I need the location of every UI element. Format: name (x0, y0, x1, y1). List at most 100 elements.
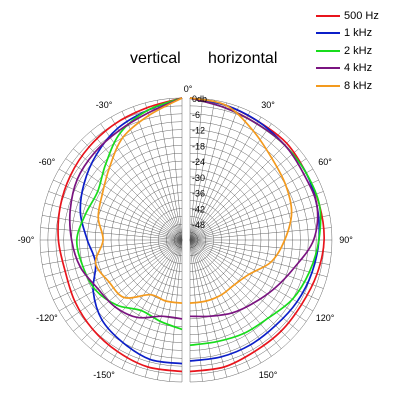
grid-spoke (90, 131, 183, 241)
legend-item: 500 Hz (316, 7, 379, 25)
series-4-khz-horizontal (189, 97, 319, 318)
grid-spoke (42, 239, 183, 265)
angle-tick-label: 150° (259, 370, 278, 380)
grid-spoke (81, 139, 183, 241)
grid-spoke (189, 227, 332, 241)
horizontal-panel-title: horizontal (208, 50, 278, 67)
r-tick-label: -42 (192, 204, 205, 214)
grid-spoke (189, 239, 203, 382)
legend-label: 8 kHz (344, 79, 373, 92)
grid-spoke (189, 203, 328, 241)
grid-spoke (81, 239, 183, 341)
series-8-khz-vertical (94, 97, 183, 304)
legend-label: 500 Hz (344, 9, 379, 22)
grid-spoke (58, 168, 183, 241)
grid-spoke (189, 239, 324, 289)
series-2-khz-vertical (75, 97, 183, 331)
grid-spoke (189, 148, 299, 241)
grid-spoke (65, 239, 183, 322)
grid-spoke (121, 111, 183, 241)
grid-spoke (121, 239, 183, 369)
grid-spoke (189, 239, 251, 369)
grid-spoke (189, 239, 262, 364)
grid-spoke (189, 158, 307, 241)
grid-spoke (189, 239, 328, 277)
series-1-khz-vertical (79, 97, 183, 365)
grid-spoke (53, 239, 183, 301)
angle-tick-label: -60° (39, 157, 56, 167)
grid-spoke (58, 239, 183, 312)
grid-spoke (48, 239, 183, 289)
grid-spoke (189, 239, 227, 378)
grid-spoke (189, 239, 215, 380)
grid-spoke (40, 239, 183, 253)
grid-spoke (53, 179, 183, 241)
grid-spoke (189, 239, 239, 374)
grid-spoke (100, 239, 183, 357)
grid-spoke (189, 179, 319, 241)
r-tick-label: -12 (192, 126, 205, 136)
legend-label: 2 kHz (344, 44, 373, 57)
grid-spoke (189, 111, 251, 241)
grid-spoke (189, 102, 227, 241)
series-2-khz-horizontal (189, 97, 322, 347)
series-4-khz-vertical (68, 97, 183, 320)
grid-spoke (133, 106, 183, 241)
legend-label: 4 kHz (344, 62, 373, 75)
r-tick-label: -18 (192, 141, 205, 151)
grid-spoke (189, 215, 330, 241)
angle-tick-label: 0° (184, 84, 193, 94)
grid-spoke (169, 98, 183, 241)
grid-spoke (73, 239, 183, 332)
angle-tick-label: -30° (96, 100, 113, 110)
grid-spoke (90, 239, 183, 349)
grid-spoke (189, 100, 215, 241)
angle-tick-label: 60° (318, 157, 332, 167)
grid-spoke (189, 239, 330, 265)
legend-swatch (316, 84, 340, 87)
angle-tick-label: 90° (339, 235, 353, 245)
angle-tick-label: 120° (316, 313, 335, 323)
grid-spoke (189, 98, 203, 241)
grid-spoke (189, 239, 272, 357)
grid-spoke (189, 191, 324, 241)
grid-spoke (145, 102, 183, 241)
legend-swatch (316, 49, 340, 52)
angle-tick-label: -90° (18, 235, 35, 245)
grid-spoke (189, 106, 239, 241)
series-500-hz-vertical (57, 97, 183, 373)
legend-item: 1 kHz (316, 25, 379, 43)
legend-item: 2 kHz (316, 42, 379, 60)
legend-swatch (316, 67, 340, 70)
angle-tick-label: -150° (93, 370, 115, 380)
legend-swatch (316, 14, 340, 17)
grid-spoke (157, 100, 183, 241)
grid-spoke (44, 203, 183, 241)
legend-label: 1 kHz (344, 27, 373, 40)
r-tick-label: -24 (192, 157, 205, 167)
grid-spoke (189, 239, 282, 349)
r-tick-label: -48 (192, 220, 205, 230)
legend-swatch (316, 32, 340, 35)
grid-spoke (189, 168, 314, 241)
grid-spoke (42, 215, 183, 241)
angle-tick-label: -120° (36, 313, 58, 323)
angle-tick-label: 30° (261, 100, 275, 110)
polar-grid (39, 97, 333, 383)
grid-spoke (145, 239, 183, 378)
r-tick-label: -30 (192, 173, 205, 183)
r-tick-label: -36 (192, 189, 205, 199)
legend-item: 8 kHz (316, 77, 379, 95)
grid-spoke (189, 239, 291, 341)
grid-spoke (44, 239, 183, 277)
grid-spoke (189, 239, 319, 301)
vertical-panel-title: vertical (130, 50, 181, 67)
grid-spoke (189, 123, 272, 241)
grid-spoke (65, 158, 183, 241)
grid-spoke (157, 239, 183, 380)
grid-spoke (189, 239, 307, 322)
grid-spoke (189, 139, 291, 241)
legend: 500 Hz 1 kHz 2 kHz 4 kHz 8 kHz (316, 7, 379, 95)
r-tick-label: -6 (192, 110, 200, 120)
